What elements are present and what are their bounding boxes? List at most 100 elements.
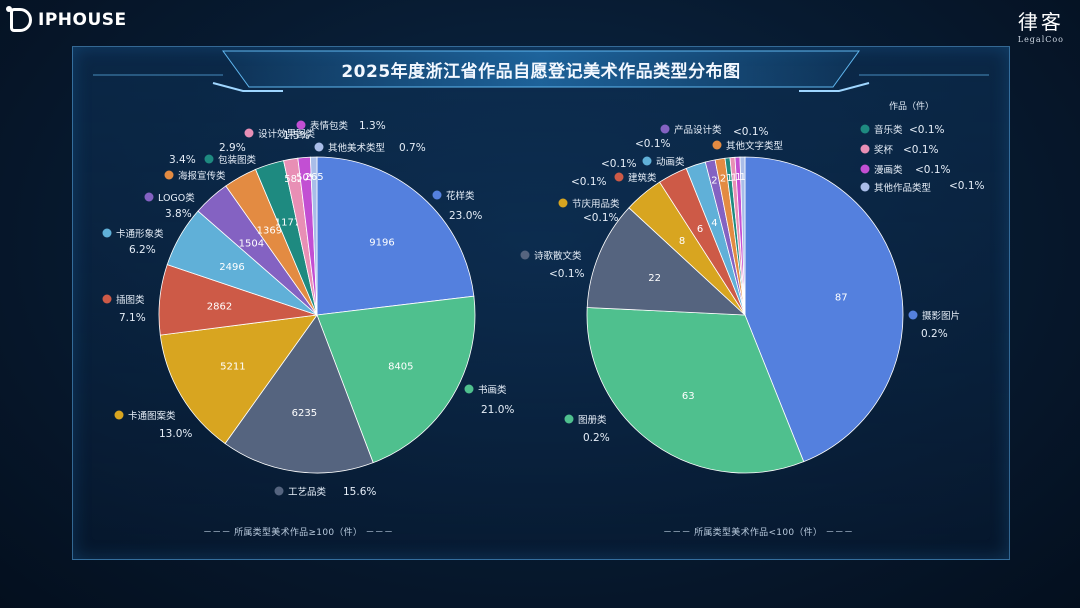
pie2-percent-5: <0.1% xyxy=(601,158,636,170)
footnote-right: －－－ 所属类型美术作品<100（件） －－－ xyxy=(663,528,854,538)
pie2-percent-7: <0.1% xyxy=(733,126,768,138)
pie1-category-name-4: 插图类 xyxy=(116,294,145,306)
pie2-legend-dot-0 xyxy=(908,310,918,320)
pie2-value-label-7: 2 xyxy=(720,174,726,185)
pie1-legend-dot-0 xyxy=(432,190,442,200)
pie1-category-name-6: LOGO类 xyxy=(158,192,195,204)
pie2-percent-4: <0.1% xyxy=(571,176,606,188)
pie2-category-label-8: 音乐类 <0.1% xyxy=(860,124,944,136)
legalcoo-logo-cn: 律客 xyxy=(1017,10,1064,34)
pie2-percent-11: <0.1% xyxy=(949,180,984,192)
pie1-percent-3: 13.0% xyxy=(159,428,192,440)
pie1-percent-11: 0.7% xyxy=(399,142,426,154)
pie1-category-name-7: 海报宣传类 xyxy=(178,170,226,182)
pie1-category-label-10: 表情包类 1.3% xyxy=(296,120,386,132)
pie2-percent-2: <0.1% xyxy=(549,268,584,280)
pie1-category-label-6: LOGO类 3.8% xyxy=(144,192,195,220)
pie2-value-label-11: 1 xyxy=(740,172,746,183)
pie2-percent-0: 0.2% xyxy=(921,328,948,340)
pie2-legend-dot-8 xyxy=(860,124,870,134)
pie1-legend-dot-1 xyxy=(464,384,474,394)
pie1-category-label-0: 花样类 23.0% xyxy=(432,190,482,222)
pie1-value-label-9: 582 xyxy=(284,174,303,185)
pie1-category-label-1: 书画类 21.0% xyxy=(464,384,514,416)
pie2-slice-2 xyxy=(586,207,747,316)
pie2-category-name-8: 音乐类 xyxy=(874,124,903,136)
pie2-category-label-10: 漫画类 <0.1% xyxy=(860,164,950,176)
pie2-value-label-1: 63 xyxy=(682,391,695,402)
pie1-legend-dot-4 xyxy=(102,294,112,304)
pie2-percent-3: <0.1% xyxy=(583,212,618,224)
footnote-left: －－－ 所属类型美术作品≥100（件） －－－ xyxy=(203,528,394,538)
pie2-slice-0 xyxy=(744,156,904,463)
pie2-slice-11 xyxy=(739,156,746,316)
pie1-category-name-10: 表情包类 xyxy=(310,120,349,132)
pie2-legend-dot-6 xyxy=(660,124,670,134)
pie1-slice-0 xyxy=(316,156,475,316)
pie2-category-name-3: 节庆用品类 xyxy=(572,198,620,210)
legalcoo-logo: 律客 LegalCoo xyxy=(1018,6,1064,44)
pie2-value-label-0: 87 xyxy=(835,293,848,304)
pie2-category-name-11: 其他作品类型 xyxy=(874,182,932,194)
pie2-category-name-9: 奖杯 xyxy=(874,144,894,156)
pie1-percent-2: 15.6% xyxy=(343,486,376,498)
pie1-slice-3 xyxy=(159,314,318,445)
pie2-legend-dot-11 xyxy=(860,182,870,192)
pie1-slice-1 xyxy=(316,295,476,464)
pie2-category-name-4: 建筑类 xyxy=(628,172,657,184)
pie2-value-label-8: 1 xyxy=(726,173,732,184)
pie2-value-label-10: 1 xyxy=(735,172,741,183)
pie2-slice-1 xyxy=(586,307,805,474)
pie1-category-name-3: 卡通图案类 xyxy=(128,410,176,422)
pie1-percent-6: 3.8% xyxy=(165,208,192,220)
pie2-category-name-10: 漫画类 xyxy=(874,164,903,176)
pie1-category-label-11: 其他美术类型 0.7% xyxy=(314,142,426,154)
title-bar-decoration xyxy=(93,50,989,92)
pie1-value-label-0: 9196 xyxy=(369,238,394,249)
pie2-value-label-9: 1 xyxy=(731,172,737,183)
pie2-category-label-6: 产品设计类 <0.1% xyxy=(635,124,722,150)
pie1-category-name-11: 其他美术类型 xyxy=(328,142,386,154)
pie1-legend-dot-6 xyxy=(144,192,154,202)
pie2-category-name-5: 动画类 xyxy=(656,156,685,168)
pie2-percent-9: <0.1% xyxy=(903,144,938,156)
pie2-category-label-1: 图册类 0.2% xyxy=(564,414,610,444)
pie1-legend-dot-9 xyxy=(244,128,254,138)
pie1-value-label-4: 2862 xyxy=(207,301,232,312)
chart-title: 2025年度浙江省作品自愿登记美术作品类型分布图 xyxy=(341,62,741,82)
pie2-category-label-3: 节庆用品类 <0.1% xyxy=(558,198,620,224)
pie1-percent-4: 7.1% xyxy=(119,312,146,324)
pie2-category-name-1: 图册类 xyxy=(578,414,607,426)
pie2-legend-dot-3 xyxy=(558,198,568,208)
pie1-category-label-4: 插图类 7.1% xyxy=(102,294,146,324)
pie1-legend-dot-10 xyxy=(296,120,306,130)
pie1-value-label-11: 265 xyxy=(305,172,324,183)
pie2-category-name-6: 产品设计类 xyxy=(674,124,722,136)
pie1-value-label-10: 505 xyxy=(296,172,315,183)
pie2-category-label-2: 诗歌散文类 <0.1% xyxy=(520,250,584,280)
pie1-category-label-2: 工艺品类 15.6% xyxy=(274,486,376,498)
footnote-right-text: 所属类型美术作品<100（件） xyxy=(694,528,823,538)
pie2-value-label-5: 4 xyxy=(711,218,717,229)
pie1-value-label-5: 2496 xyxy=(219,262,244,273)
pie2-legend-dot-5 xyxy=(642,156,652,166)
pie2-value-label-3: 8 xyxy=(679,236,685,247)
pie2-category-label-4: 建筑类 <0.1% xyxy=(571,172,657,188)
pie2-value-label-6: 2 xyxy=(711,175,717,186)
pie2-percent-6: <0.1% xyxy=(635,138,670,150)
pie2-legend-dot-1 xyxy=(564,414,574,424)
pie1-legend-dot-3 xyxy=(114,410,124,420)
pie2-category-label-11: 其他作品类型 <0.1% xyxy=(860,180,984,194)
pie1-percent-9: 1.5% xyxy=(283,130,310,142)
pie2-category-name-2: 诗歌散文类 xyxy=(534,250,582,262)
pie1-slice-11 xyxy=(309,156,318,316)
pie1-percent-5: 6.2% xyxy=(129,244,156,256)
pie1-category-label-3: 卡通图案类 13.0% xyxy=(114,410,192,440)
pie1-percent-0: 23.0% xyxy=(449,210,482,222)
pie1-value-label-7: 1369 xyxy=(257,225,282,236)
pie1-value-label-2: 6235 xyxy=(292,408,317,419)
pie1-category-name-0: 花样类 xyxy=(446,190,475,202)
pie2-category-label-9: 奖杯 <0.1% xyxy=(860,144,938,156)
pie2-legend-dot-2 xyxy=(520,250,530,260)
